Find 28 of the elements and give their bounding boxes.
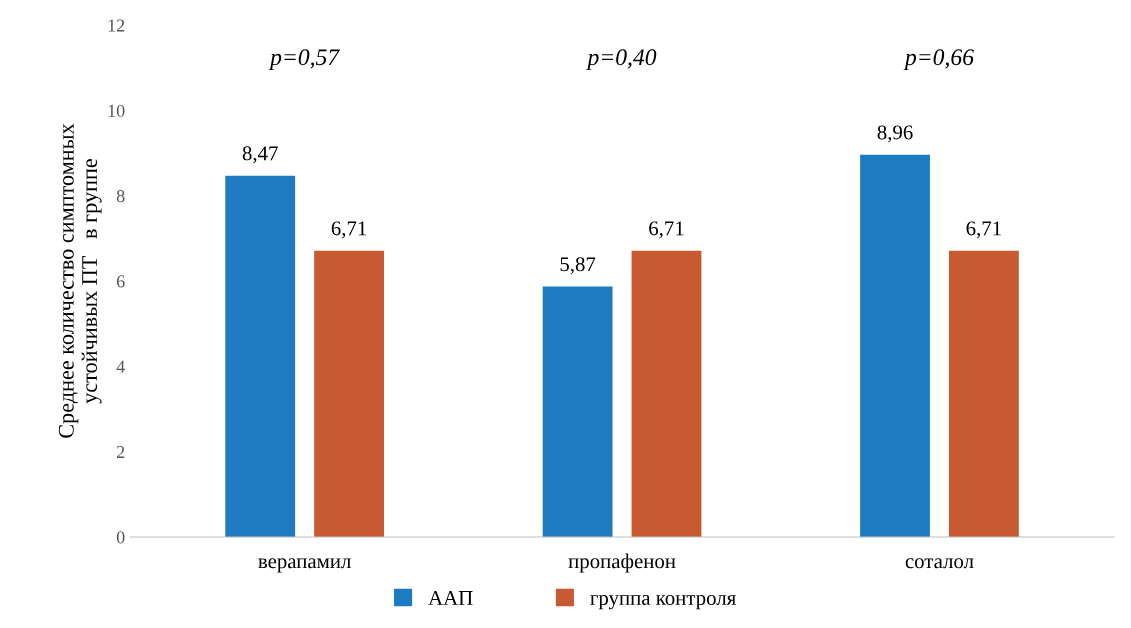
annotation: p=0,66	[903, 49, 974, 70]
x-tick-label: верапамил	[258, 558, 351, 573]
x-tick-label: соталол	[905, 558, 974, 569]
bar	[314, 250, 384, 537]
data-label: 6,71	[331, 221, 367, 239]
bar	[542, 286, 613, 537]
annotation: p=0,57	[268, 49, 340, 70]
data-label: 8,47	[242, 146, 278, 164]
data-label: 6,71	[966, 221, 1001, 239]
y-tick-label: 12	[108, 19, 125, 32]
y-tick-label: 10	[108, 104, 125, 117]
y-tick-label: 8	[116, 189, 125, 203]
x-tick-label: пропафенон	[568, 553, 676, 573]
bar	[948, 250, 1019, 537]
y-tick-label: 2	[116, 445, 125, 458]
legend-label: группа контроля	[590, 594, 736, 610]
y-tick-label: 6	[116, 275, 125, 288]
data-label: 8,96	[877, 125, 913, 143]
bar	[860, 154, 930, 537]
bar	[631, 250, 702, 537]
y-tick-label: 0	[116, 531, 125, 544]
data-label: 6,71	[649, 221, 684, 239]
annotation: p=0,40	[586, 49, 657, 70]
legend-label: ААП	[428, 591, 473, 605]
y-axis-title: Среднее количество симптомных устойчивых ПТ в группе	[58, 123, 102, 438]
bar	[225, 175, 296, 537]
y-tick-label: 4	[116, 360, 125, 373]
data-label: 5,87	[560, 257, 596, 275]
